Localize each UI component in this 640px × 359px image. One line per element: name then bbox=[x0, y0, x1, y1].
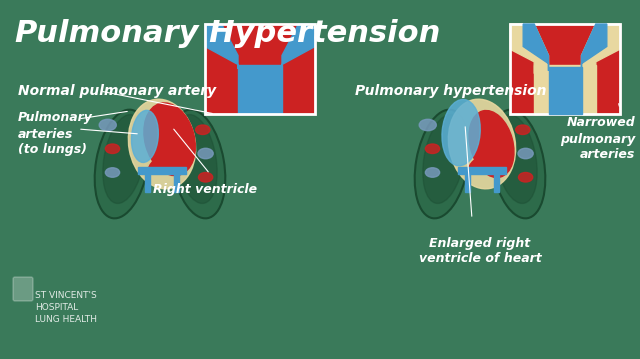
Ellipse shape bbox=[175, 115, 217, 204]
Ellipse shape bbox=[516, 125, 530, 135]
Text: Pulmonary hypertension: Pulmonary hypertension bbox=[355, 84, 547, 98]
Ellipse shape bbox=[106, 168, 120, 177]
Polygon shape bbox=[205, 24, 238, 69]
FancyArrow shape bbox=[174, 173, 179, 191]
FancyArrow shape bbox=[494, 173, 499, 191]
Ellipse shape bbox=[495, 115, 537, 204]
Bar bbox=[238, 65, 282, 114]
Ellipse shape bbox=[131, 110, 158, 163]
Ellipse shape bbox=[198, 173, 212, 182]
Polygon shape bbox=[524, 24, 548, 71]
Ellipse shape bbox=[469, 111, 514, 177]
Ellipse shape bbox=[198, 148, 213, 159]
FancyArrow shape bbox=[138, 167, 186, 174]
Ellipse shape bbox=[442, 99, 480, 166]
Text: Pulmonary
arteries
(to lungs): Pulmonary arteries (to lungs) bbox=[18, 112, 93, 157]
Text: Narrowed
pulmonary
arteries: Narrowed pulmonary arteries bbox=[560, 117, 635, 162]
Ellipse shape bbox=[106, 144, 120, 154]
Polygon shape bbox=[582, 24, 620, 74]
Ellipse shape bbox=[196, 125, 210, 135]
Polygon shape bbox=[282, 24, 315, 69]
Text: Normal pulmonary artery: Normal pulmonary artery bbox=[18, 84, 216, 98]
Ellipse shape bbox=[426, 144, 440, 154]
Bar bbox=[205, 24, 315, 114]
Bar bbox=[510, 24, 620, 114]
Ellipse shape bbox=[171, 109, 225, 218]
Bar bbox=[548, 67, 582, 114]
Text: Enlarged right
ventricle of heart: Enlarged right ventricle of heart bbox=[419, 237, 541, 266]
Text: ST VINCENT'S
HOSPITAL
LUNG HEALTH: ST VINCENT'S HOSPITAL LUNG HEALTH bbox=[35, 291, 97, 323]
Bar bbox=[205, 24, 315, 114]
Ellipse shape bbox=[423, 115, 465, 204]
Text: Pulmonary Hypertension: Pulmonary Hypertension bbox=[15, 19, 440, 48]
Polygon shape bbox=[582, 24, 607, 71]
FancyArrow shape bbox=[465, 173, 470, 191]
Ellipse shape bbox=[99, 119, 116, 131]
Ellipse shape bbox=[95, 109, 149, 218]
Text: Right ventricle: Right ventricle bbox=[153, 182, 257, 196]
FancyBboxPatch shape bbox=[13, 277, 33, 301]
Ellipse shape bbox=[426, 168, 440, 177]
Polygon shape bbox=[510, 24, 548, 74]
Ellipse shape bbox=[144, 103, 195, 176]
Ellipse shape bbox=[415, 109, 469, 218]
Ellipse shape bbox=[419, 119, 436, 131]
FancyArrow shape bbox=[145, 173, 150, 191]
Ellipse shape bbox=[518, 148, 533, 159]
Bar bbox=[534, 65, 596, 114]
Ellipse shape bbox=[491, 109, 545, 218]
Ellipse shape bbox=[518, 173, 532, 182]
Ellipse shape bbox=[103, 115, 145, 204]
Ellipse shape bbox=[129, 99, 196, 189]
FancyArrow shape bbox=[458, 167, 506, 174]
Ellipse shape bbox=[449, 99, 516, 189]
Bar bbox=[510, 24, 620, 114]
